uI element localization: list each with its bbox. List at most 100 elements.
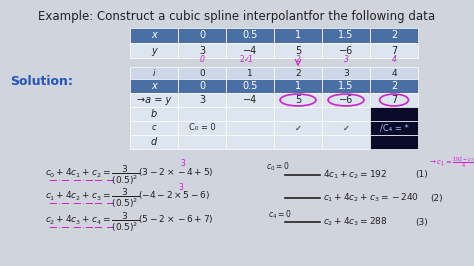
Bar (130, 107, 178, 121)
Text: →a = y: →a = y (137, 95, 171, 105)
Text: 2: 2 (295, 69, 301, 77)
Text: i: i (153, 69, 155, 77)
Bar (226, 28, 274, 43)
Text: 2: 2 (296, 55, 301, 64)
Text: 3: 3 (181, 159, 185, 168)
Bar (322, 135, 370, 149)
Text: 1: 1 (247, 69, 253, 77)
Text: 0.5: 0.5 (242, 31, 258, 40)
Bar (130, 93, 178, 107)
Bar (226, 121, 274, 135)
Text: x: x (151, 31, 157, 40)
Text: C₀ = 0: C₀ = 0 (189, 123, 215, 132)
Bar (226, 67, 274, 79)
Text: (2): (2) (430, 193, 443, 202)
Bar (370, 43, 418, 58)
Text: 0: 0 (199, 31, 205, 40)
Text: 4: 4 (391, 69, 397, 77)
Bar (178, 79, 226, 93)
Bar (130, 121, 178, 135)
Text: −4: −4 (243, 95, 257, 105)
Text: 2: 2 (391, 81, 397, 91)
Bar (274, 121, 322, 135)
Bar (274, 79, 322, 93)
Bar (178, 121, 226, 135)
Text: 2: 2 (391, 31, 397, 40)
Bar (322, 121, 370, 135)
Text: 7: 7 (391, 95, 397, 105)
Text: ✓: ✓ (343, 123, 349, 132)
Text: Solution:: Solution: (10, 75, 73, 88)
Bar (322, 107, 370, 121)
Text: 0: 0 (200, 55, 204, 64)
Text: $c_0 = 0$: $c_0 = 0$ (266, 161, 290, 173)
Bar (226, 79, 274, 93)
Text: 3: 3 (344, 55, 348, 64)
Text: x: x (151, 81, 157, 91)
Bar (274, 28, 322, 43)
Text: 7: 7 (391, 45, 397, 56)
Bar (370, 93, 418, 107)
Bar (370, 107, 418, 121)
Text: $c_0 + 4c_1 + c_2 = \dfrac{3}{(0.5)^2}(3 - 2 \times -4 + 5)$: $c_0 + 4c_1 + c_2 = \dfrac{3}{(0.5)^2}(3… (45, 163, 214, 187)
Bar (130, 28, 178, 43)
Bar (370, 121, 418, 135)
Text: 5: 5 (295, 45, 301, 56)
Text: 1: 1 (247, 55, 253, 64)
Text: 3: 3 (179, 184, 183, 193)
Text: 0: 0 (199, 69, 205, 77)
Bar (130, 135, 178, 149)
Text: 2✓: 2✓ (239, 55, 251, 64)
Text: d: d (151, 137, 157, 147)
Text: 1.5: 1.5 (338, 31, 354, 40)
Text: 0: 0 (199, 81, 205, 91)
Text: (3): (3) (415, 218, 428, 227)
Text: b: b (151, 109, 157, 119)
Bar (274, 135, 322, 149)
Text: $c_2 + 4c_3 + c_4 = \dfrac{3}{(0.5)^2}(5 - 2 \times -6 + 7)$: $c_2 + 4c_3 + c_4 = \dfrac{3}{(0.5)^2}(5… (45, 210, 214, 234)
Bar (274, 107, 322, 121)
Bar (178, 67, 226, 79)
Text: −4: −4 (243, 45, 257, 56)
Bar (226, 43, 274, 58)
Text: 3: 3 (199, 45, 205, 56)
Text: /C₄ = *: /C₄ = * (380, 123, 409, 132)
Text: 1: 1 (295, 31, 301, 40)
Text: ✓: ✓ (294, 123, 301, 132)
Bar (370, 79, 418, 93)
Bar (226, 93, 274, 107)
Bar (178, 107, 226, 121)
Text: c: c (152, 123, 156, 132)
Bar (322, 67, 370, 79)
Text: $4c_1 + c_2 = 192$: $4c_1 + c_2 = 192$ (323, 169, 387, 181)
Bar (274, 93, 322, 107)
Text: Example: Construct a cubic spline interpolant​for the following data: Example: Construct a cubic spline interp… (38, 10, 436, 23)
Text: 3: 3 (343, 69, 349, 77)
Text: $c_4 = 0$: $c_4 = 0$ (268, 209, 292, 221)
Bar (322, 93, 370, 107)
Bar (274, 67, 322, 79)
Bar (322, 79, 370, 93)
Bar (370, 28, 418, 43)
Text: $c_2 + 4c_3 = 288$: $c_2 + 4c_3 = 288$ (323, 216, 388, 228)
Text: $\rightarrow c_1 = \frac{192-c_3}{4}$: $\rightarrow c_1 = \frac{192-c_3}{4}$ (428, 156, 474, 171)
Bar (322, 28, 370, 43)
Bar (322, 43, 370, 58)
Bar (370, 135, 418, 149)
Text: 1: 1 (295, 81, 301, 91)
Text: 4: 4 (392, 55, 396, 64)
Bar (178, 28, 226, 43)
Text: 3: 3 (199, 95, 205, 105)
Bar (178, 93, 226, 107)
Bar (178, 135, 226, 149)
Bar (226, 107, 274, 121)
Text: −6: −6 (339, 45, 353, 56)
Text: 5: 5 (295, 95, 301, 105)
Text: 0.5: 0.5 (242, 81, 258, 91)
Bar (370, 67, 418, 79)
Bar (130, 67, 178, 79)
Text: y: y (151, 45, 157, 56)
Text: 1.5: 1.5 (338, 81, 354, 91)
Text: $c_1 + 4c_2 + c_3 = \dfrac{3}{(0.5)^2}(-4 - 2 \times 5 - 6)$: $c_1 + 4c_2 + c_3 = \dfrac{3}{(0.5)^2}(-… (45, 186, 210, 210)
Text: $c_1 + 4c_2 + c_3 = -240$: $c_1 + 4c_2 + c_3 = -240$ (323, 192, 419, 204)
